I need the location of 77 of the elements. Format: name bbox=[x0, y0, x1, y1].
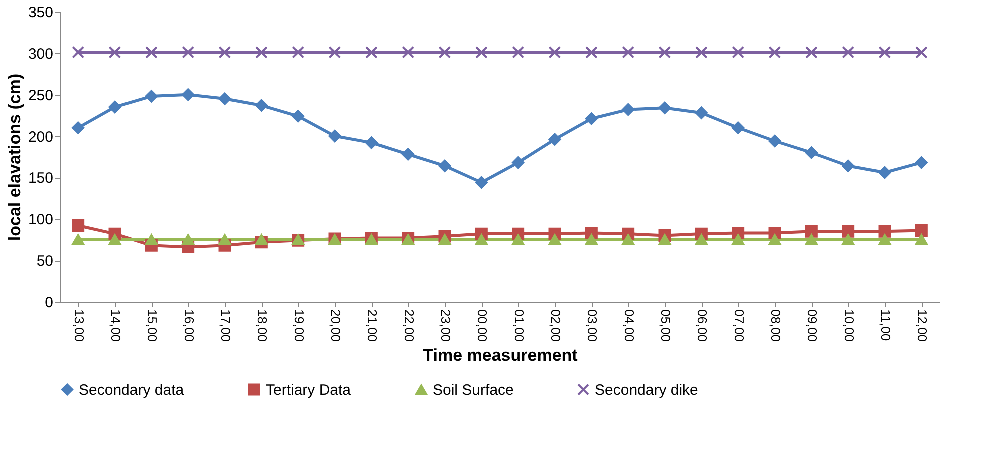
y-tick-label: 100 bbox=[28, 212, 54, 229]
x-tick-label: 12,00 bbox=[915, 310, 930, 342]
point bbox=[695, 106, 708, 120]
x-tick-label: 19,00 bbox=[292, 310, 307, 342]
point bbox=[402, 46, 415, 59]
point bbox=[255, 46, 268, 59]
x-tick-label: 16,00 bbox=[182, 310, 197, 342]
point bbox=[805, 46, 818, 59]
x-tick-label: 02,00 bbox=[548, 310, 564, 342]
x-tick-label: 03,00 bbox=[585, 310, 600, 342]
point bbox=[72, 122, 85, 134]
point bbox=[108, 101, 122, 114]
x-tick-label: 20,00 bbox=[328, 310, 344, 342]
point bbox=[512, 156, 525, 170]
y-tick-label: 200 bbox=[28, 128, 54, 146]
legend-label: Tertiary Data bbox=[266, 382, 352, 399]
point bbox=[365, 136, 378, 150]
point bbox=[328, 130, 342, 143]
point bbox=[915, 46, 928, 59]
point bbox=[842, 46, 855, 59]
point bbox=[255, 99, 268, 112]
x-tick-label: 09,00 bbox=[805, 310, 820, 342]
point bbox=[72, 46, 85, 59]
x-tick-label: 00,00 bbox=[475, 310, 490, 342]
point bbox=[805, 146, 818, 160]
x-tick-label: 14,00 bbox=[108, 310, 124, 342]
point bbox=[878, 225, 892, 238]
x-tick-label: 06,00 bbox=[695, 310, 710, 342]
point bbox=[182, 88, 195, 102]
y-tick-label: 150 bbox=[28, 170, 54, 188]
y-axis-title: local elavations (cm) bbox=[5, 74, 24, 242]
point bbox=[732, 46, 745, 59]
y-tick-label: 300 bbox=[28, 46, 54, 63]
x-tick-label: 04,00 bbox=[622, 310, 637, 342]
x-tick-label: 08,00 bbox=[768, 310, 784, 342]
x-tick-label: 10,00 bbox=[842, 310, 857, 342]
point bbox=[292, 46, 305, 59]
point bbox=[915, 156, 928, 170]
x-tick-label: 23,00 bbox=[438, 310, 454, 342]
legend-label: Secondary dike bbox=[595, 382, 698, 399]
y-tick-label: 350 bbox=[28, 4, 54, 22]
x-tick-label: 07,00 bbox=[732, 310, 747, 342]
legend-label: Soil Surface bbox=[433, 382, 514, 400]
point bbox=[145, 46, 158, 59]
point bbox=[732, 122, 745, 134]
point bbox=[622, 104, 635, 116]
point bbox=[842, 225, 855, 238]
point bbox=[805, 225, 818, 238]
point bbox=[512, 46, 525, 59]
x-tick-label: 11,00 bbox=[878, 310, 894, 342]
point bbox=[475, 176, 488, 189]
point bbox=[585, 112, 598, 126]
x-tick-label: 21,00 bbox=[365, 310, 380, 342]
point bbox=[695, 46, 708, 59]
x-tick-label: 18,00 bbox=[255, 310, 270, 342]
x-tick-label: 13,00 bbox=[72, 310, 87, 342]
x-tick-label: 01,00 bbox=[512, 310, 527, 342]
y-tick-label: 250 bbox=[28, 87, 54, 104]
point bbox=[915, 224, 928, 237]
y-tick-label: 0 bbox=[45, 294, 54, 312]
x-tick-label: 17,00 bbox=[218, 310, 234, 342]
point bbox=[145, 90, 158, 103]
x-tick-label: 22,00 bbox=[402, 310, 417, 342]
point bbox=[365, 46, 378, 59]
point bbox=[585, 46, 598, 59]
point bbox=[182, 46, 195, 59]
legend-label: Secondary data bbox=[79, 382, 185, 399]
x-axis-title: Time measurement bbox=[423, 346, 578, 366]
point bbox=[402, 148, 415, 161]
x-tick-label: 05,00 bbox=[658, 310, 674, 342]
point bbox=[475, 46, 488, 59]
point bbox=[72, 220, 85, 232]
x-tick-label: 15,00 bbox=[145, 310, 160, 342]
y-tick-label: 50 bbox=[36, 253, 54, 270]
point bbox=[622, 46, 635, 59]
point bbox=[292, 110, 305, 123]
point bbox=[842, 160, 855, 172]
